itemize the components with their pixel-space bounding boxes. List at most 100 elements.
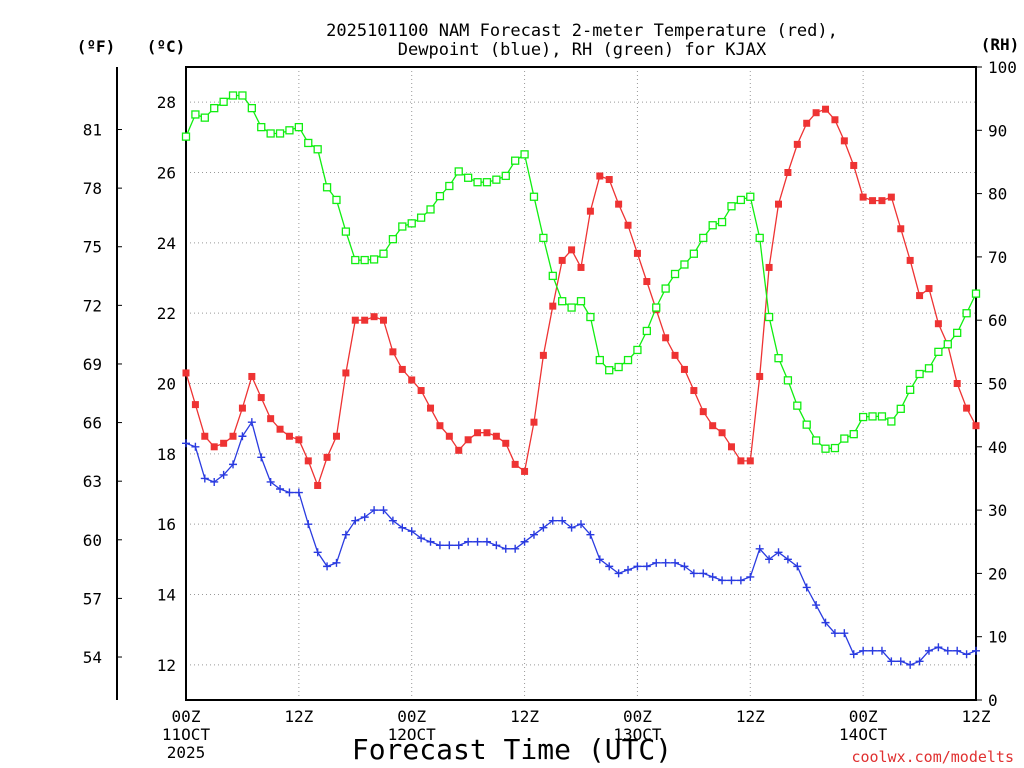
2-meter-temperature-point <box>643 278 651 286</box>
rh-point <box>191 110 200 119</box>
2-meter-temperature-point <box>436 422 444 430</box>
credit-label: coolwx.com/modelts <box>851 748 1014 766</box>
grid-lines <box>186 67 976 700</box>
x-tick-label: 00Z <box>849 707 878 726</box>
dewpoint-point <box>896 657 905 666</box>
rh-point <box>257 122 266 132</box>
dewpoint-point <box>868 646 877 655</box>
2-meter-temperature-point <box>417 387 425 395</box>
x-tick-label: 12Z <box>510 707 539 726</box>
rh-tick-label: 20 <box>988 564 1007 583</box>
rh-point <box>341 227 351 236</box>
dewpoint-line <box>185 420 977 666</box>
rh-point <box>699 233 708 243</box>
2-meter-temperature-point <box>840 137 848 145</box>
rh-point <box>200 113 209 122</box>
rh-point <box>746 192 755 201</box>
celsius-tick-label: 14 <box>157 586 176 605</box>
2-meter-temperature-point <box>784 169 792 176</box>
rh-point <box>840 434 849 443</box>
rh-tick-label: 40 <box>988 438 1007 457</box>
dewpoint-point <box>736 576 745 585</box>
rh-point <box>304 138 313 148</box>
rh-tick-label: 60 <box>988 311 1007 330</box>
2-meter-temperature-point <box>539 351 547 359</box>
2-meter-temperature-point <box>295 436 303 444</box>
dewpoint-point <box>473 537 482 546</box>
rh-point <box>332 195 341 205</box>
rh-tick-label: 70 <box>988 248 1007 267</box>
dewpoint-point <box>294 488 303 497</box>
rh-point <box>783 376 793 385</box>
x-tick-label: 14OCT <box>839 725 888 744</box>
rh-tick-label: 50 <box>988 375 1007 394</box>
dewpoint-point <box>708 572 717 581</box>
rh-line <box>185 94 977 450</box>
dewpoint-point <box>229 460 238 469</box>
x-tick-label: 12Z <box>736 707 765 726</box>
rh-point <box>896 404 905 413</box>
rh-point <box>830 443 840 453</box>
2-meter-temperature-point <box>370 313 378 321</box>
rh-point <box>398 222 407 231</box>
dewpoint-point <box>247 418 256 427</box>
2-meter-temperature-point <box>803 119 811 127</box>
rh-point <box>633 345 642 355</box>
fahrenheit-tick-label: 63 <box>83 472 102 491</box>
rh-point <box>755 233 764 243</box>
plot-frame <box>185 66 977 701</box>
2-meter-temperature-point <box>727 443 735 451</box>
rh-tick-label: 90 <box>988 121 1007 140</box>
2-meter-temperature-point <box>201 432 209 440</box>
rh-point <box>247 103 256 113</box>
rh-point <box>924 364 934 373</box>
celsius-tick-label: 12 <box>157 656 176 675</box>
rh-point <box>294 122 304 132</box>
rh-point <box>962 309 971 318</box>
rh-point <box>548 271 557 281</box>
rh-point <box>445 181 454 191</box>
2-meter-temperature-point <box>285 432 293 440</box>
dewpoint-point <box>426 537 435 546</box>
rh-point <box>586 312 595 322</box>
rh-point <box>680 260 689 269</box>
2-meter-temperature-point <box>248 372 256 380</box>
rh-point <box>821 444 830 453</box>
2-meter-temperature-point <box>775 200 782 208</box>
2-meter-temperature-point <box>680 365 688 373</box>
fahrenheit-axis-label: (ºF) <box>77 37 116 56</box>
2-meter-temperature-point <box>342 369 350 377</box>
x-tick-label: 2025 <box>167 743 206 762</box>
dewpoint-point <box>972 646 980 655</box>
2-meter-temperature-point <box>756 372 764 380</box>
rh-point <box>379 249 388 258</box>
dewpoint-point <box>953 646 962 655</box>
2-meter-temperature-point <box>699 408 707 416</box>
celsius-tick-label: 26 <box>157 164 176 183</box>
dewpoint-point <box>906 660 915 669</box>
rh-point <box>275 129 285 138</box>
2-meter-temperature-point <box>850 161 858 169</box>
dewpoint-point <box>614 569 623 578</box>
rh-point <box>539 233 548 243</box>
fahrenheit-tick-label: 54 <box>83 648 102 667</box>
2-meter-temperature-point <box>492 432 500 440</box>
dewpoint-point <box>661 558 670 567</box>
2-meter-temperature-point <box>314 481 322 489</box>
dewpoint-point <box>417 534 426 543</box>
2-meter-temperature-point <box>257 394 265 402</box>
2-meter-temperature-point <box>304 457 312 465</box>
rh-point <box>849 429 858 439</box>
fahrenheit-tick-label: 81 <box>83 121 102 140</box>
dewpoint-point <box>445 541 454 550</box>
2-meter-temperature-point <box>408 376 416 384</box>
2-meter-temperature-point <box>191 401 199 409</box>
dewpoint-point <box>774 548 783 557</box>
rh-point <box>388 235 398 244</box>
celsius-tick-label: 18 <box>157 445 176 464</box>
chart-title: 2025101100 NAM Forecast 2-meter Temperat… <box>326 21 838 41</box>
rh-point <box>642 326 651 336</box>
dewpoint-point <box>539 523 548 532</box>
chart-subtitle: Dewpoint (blue), RH (green) for KJAX <box>398 40 767 60</box>
fahrenheit-tick-label: 69 <box>83 355 102 374</box>
